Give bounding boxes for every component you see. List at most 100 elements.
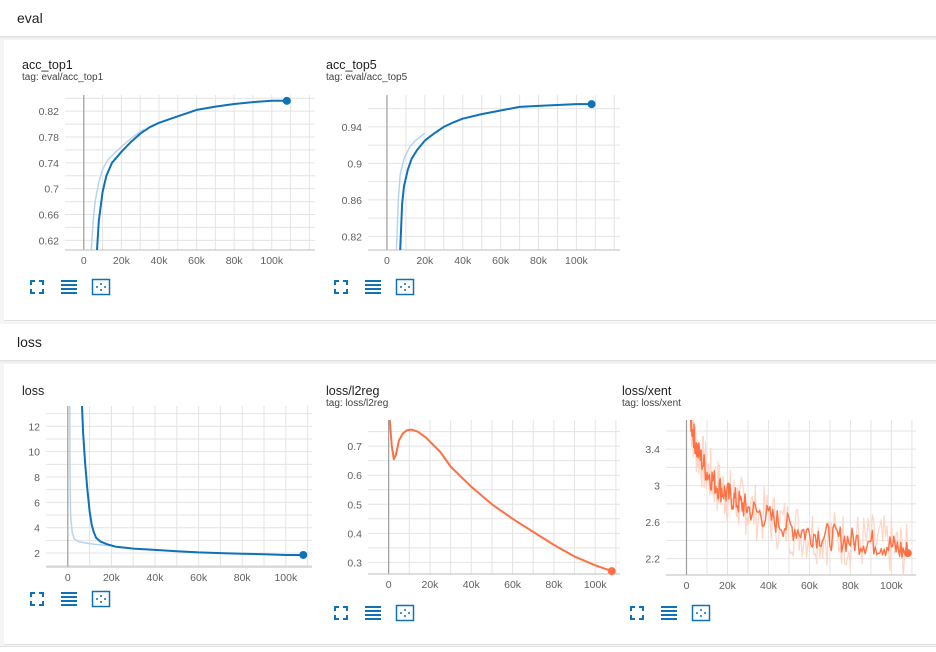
fullscreen-icon bbox=[30, 280, 44, 294]
y-tick-label: 4 bbox=[34, 523, 40, 535]
x-tick-label: 80k bbox=[545, 579, 563, 591]
x-tick-label: 80k bbox=[530, 255, 548, 267]
fit-domain-button[interactable] bbox=[91, 277, 111, 297]
chart-title: loss bbox=[22, 384, 45, 398]
list-lines-icon bbox=[661, 606, 677, 620]
toggle-y-log-button[interactable] bbox=[59, 589, 79, 609]
y-tick-label: 0.62 bbox=[39, 235, 60, 247]
y-tick-label: 0.82 bbox=[39, 106, 60, 118]
series-line-raw bbox=[90, 128, 145, 250]
x-tick-label: 60k bbox=[188, 255, 206, 267]
section-title-loss: loss bbox=[17, 334, 42, 350]
x-tick-label: 60k bbox=[190, 572, 208, 584]
fit-domain-icon bbox=[395, 604, 415, 622]
chart-l2reg[interactable]: 0 20k 40k 60k 80k 100k 0.3 0.4 0.5 0.6 0.7 bbox=[308, 384, 628, 604]
list-lines-icon bbox=[365, 280, 381, 294]
x-tick-label: 20k bbox=[719, 580, 737, 592]
toggle-y-log-button[interactable] bbox=[59, 277, 79, 297]
list-lines-icon bbox=[61, 592, 77, 606]
y-tick-label: 0.82 bbox=[342, 231, 363, 243]
chart-toolbar bbox=[27, 589, 111, 609]
series-line-smoothed bbox=[399, 103, 592, 250]
x-tick-label: 60k bbox=[504, 579, 522, 591]
y-tick-label: 3.4 bbox=[645, 444, 660, 456]
chart-title: loss/xent bbox=[622, 384, 672, 398]
x-tick-label: 80k bbox=[842, 580, 860, 592]
chart-acc-top1[interactable]: 0 20k 40k 60k 80k 100k 0.62 0.66 0.7 0.74 0.78 0.82 bbox=[4, 58, 324, 278]
fullscreen-button[interactable] bbox=[27, 277, 47, 297]
x-tick-label: 100k bbox=[260, 255, 284, 267]
fit-domain-icon bbox=[691, 604, 711, 622]
chart-acc-top5[interactable]: 0 20k 40k 60k 80k 100k 0.82 0.86 0.9 0.94 bbox=[308, 58, 628, 278]
chart-card-xent: loss/xent tag: loss/xent 0 20k 40k 60k 80k 10… bbox=[604, 384, 916, 634]
x-tick-label: 0 bbox=[386, 579, 392, 591]
x-tick-label: 100k bbox=[880, 580, 904, 592]
fit-domain-button[interactable] bbox=[395, 603, 415, 623]
x-tick-label: 40k bbox=[454, 255, 472, 267]
chart-xent[interactable]: 0 20k 40k 60k 80k 100k 2.2 2.6 3 3.4 bbox=[604, 384, 924, 604]
fullscreen-button[interactable] bbox=[331, 277, 351, 297]
x-tick-label: 80k bbox=[226, 255, 244, 267]
y-tick-label: 2 bbox=[34, 548, 40, 560]
y-tick-label: 6 bbox=[34, 497, 40, 509]
chart-tag: tag: eval/acc_top5 bbox=[326, 72, 408, 83]
fullscreen-icon bbox=[334, 280, 348, 294]
x-tick-label: 20k bbox=[113, 255, 131, 267]
series-line-raw bbox=[690, 420, 909, 575]
series-end-point bbox=[587, 100, 596, 109]
series-end-point bbox=[282, 96, 291, 105]
fit-domain-button[interactable] bbox=[691, 603, 711, 623]
fit-domain-icon bbox=[395, 278, 415, 296]
fullscreen-button[interactable] bbox=[27, 589, 47, 609]
fullscreen-icon bbox=[630, 606, 644, 620]
x-tick-label: 0 bbox=[684, 580, 690, 592]
toggle-y-log-button[interactable] bbox=[363, 277, 383, 297]
fullscreen-icon bbox=[334, 606, 348, 620]
section-header-loss[interactable]: loss bbox=[0, 324, 936, 361]
series-line-smoothed bbox=[690, 420, 909, 558]
fit-domain-button[interactable] bbox=[395, 277, 415, 297]
y-tick-label: 0.66 bbox=[39, 209, 60, 221]
y-tick-label: 0.94 bbox=[342, 122, 363, 134]
x-tick-label: 40k bbox=[151, 255, 169, 267]
y-tick-label: 0.6 bbox=[347, 470, 362, 482]
y-tick-label: 2.6 bbox=[645, 517, 660, 529]
x-tick-label: 40k bbox=[760, 580, 778, 592]
fit-domain-icon bbox=[91, 278, 111, 296]
x-tick-label: 40k bbox=[463, 579, 481, 591]
x-tick-label: 20k bbox=[416, 255, 434, 267]
chart-toolbar bbox=[27, 277, 111, 297]
section-header-eval[interactable]: eval bbox=[0, 0, 936, 37]
y-tick-label: 0.78 bbox=[39, 132, 60, 144]
chart-card-loss: loss 0 20k 40k 60k 80k 100k 2 4 6 8 10 12 bbox=[4, 384, 312, 634]
toggle-y-log-button[interactable] bbox=[659, 603, 679, 623]
grid bbox=[65, 95, 315, 250]
series-end-point bbox=[299, 550, 308, 559]
x-tick-label: 100k bbox=[274, 572, 298, 584]
y-tick-label: 0.7 bbox=[44, 184, 59, 196]
x-tick-label: 80k bbox=[234, 572, 252, 584]
chart-loss[interactable]: 0 20k 40k 60k 80k 100k 2 4 6 8 10 12 bbox=[4, 384, 324, 604]
fullscreen-button[interactable] bbox=[627, 603, 647, 623]
x-tick-label: 40k bbox=[147, 572, 165, 584]
y-tick-label: 0.4 bbox=[347, 528, 362, 540]
y-tick-label: 3 bbox=[654, 481, 660, 493]
y-tick-label: 2.2 bbox=[645, 554, 660, 566]
list-lines-icon bbox=[365, 606, 381, 620]
x-tick-label: 100k bbox=[584, 579, 608, 591]
fit-domain-button[interactable] bbox=[91, 589, 111, 609]
chart-title: acc_top1 bbox=[22, 58, 73, 72]
chart-toolbar bbox=[627, 603, 711, 623]
toggle-y-log-button[interactable] bbox=[363, 603, 383, 623]
fullscreen-button[interactable] bbox=[331, 603, 351, 623]
series-line-raw bbox=[69, 406, 116, 548]
fullscreen-icon bbox=[30, 592, 44, 606]
chart-toolbar bbox=[331, 277, 415, 297]
chart-tag: tag: loss/l2reg bbox=[326, 398, 389, 409]
y-tick-label: 8 bbox=[34, 472, 40, 484]
x-tick-label: 0 bbox=[65, 572, 71, 584]
x-tick-label: 60k bbox=[801, 580, 819, 592]
grid bbox=[46, 406, 312, 567]
chart-toolbar bbox=[331, 603, 415, 623]
y-tick-label: 12 bbox=[28, 421, 40, 433]
